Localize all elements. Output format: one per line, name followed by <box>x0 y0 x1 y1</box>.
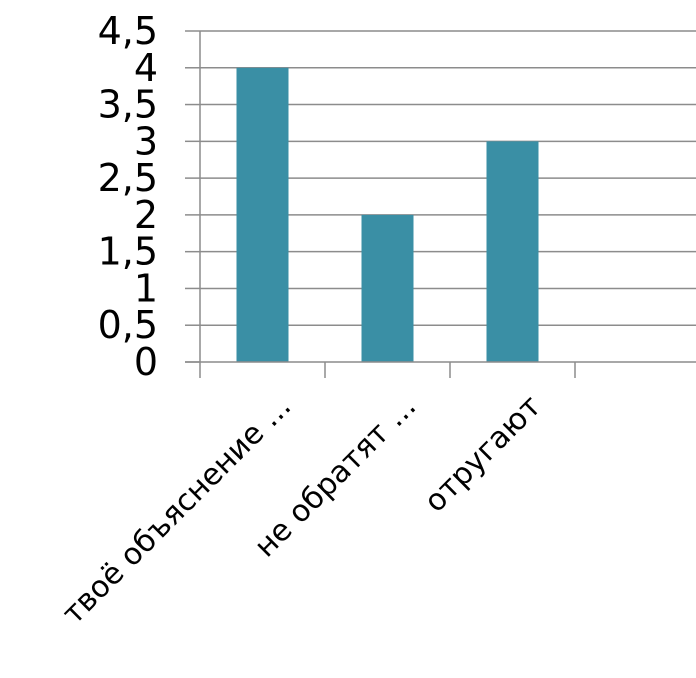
y-tick-label: 4 <box>134 46 158 90</box>
y-tick-label: 0,5 <box>98 303 158 347</box>
y-tick-label: 0 <box>134 340 158 384</box>
y-tick-labels: 00,511,522,533,544,5 <box>98 9 158 384</box>
y-tick-label: 2 <box>134 193 158 237</box>
y-tick-label: 1 <box>134 266 158 310</box>
bars <box>236 67 539 363</box>
bar <box>236 67 289 363</box>
y-tick-label: 1,5 <box>98 230 158 274</box>
y-tick-label: 4,5 <box>98 9 158 53</box>
bar <box>361 214 414 362</box>
x-tick-label: твоё объяснение ... <box>56 389 298 631</box>
axes <box>185 30 696 378</box>
y-tick-label: 2,5 <box>98 156 158 200</box>
y-tick-label: 3,5 <box>98 83 158 127</box>
x-tick-labels: твоё объяснение ...не обратят ...отругаю… <box>56 389 548 631</box>
x-tick-label: отругают <box>418 389 548 519</box>
y-tick-label: 3 <box>134 119 158 163</box>
bar <box>486 141 539 362</box>
